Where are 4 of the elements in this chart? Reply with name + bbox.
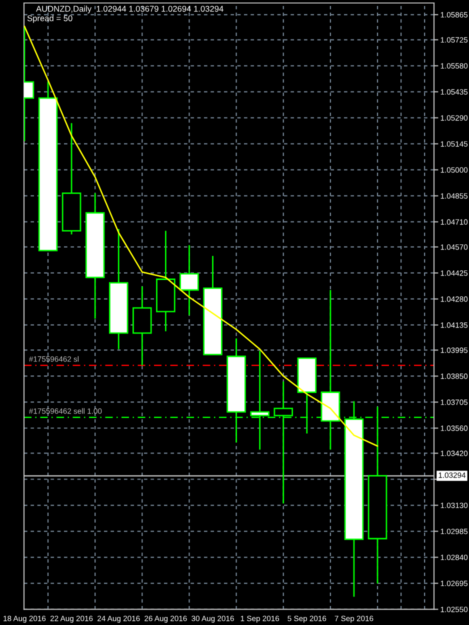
annotation: Spread = 50 [27,15,72,23]
line-series [24,26,378,447]
chart-title: AUDNZD,Daily 1.02944 1.03679 1.02694 1.03294 [36,6,224,14]
candlestick [180,244,199,316]
